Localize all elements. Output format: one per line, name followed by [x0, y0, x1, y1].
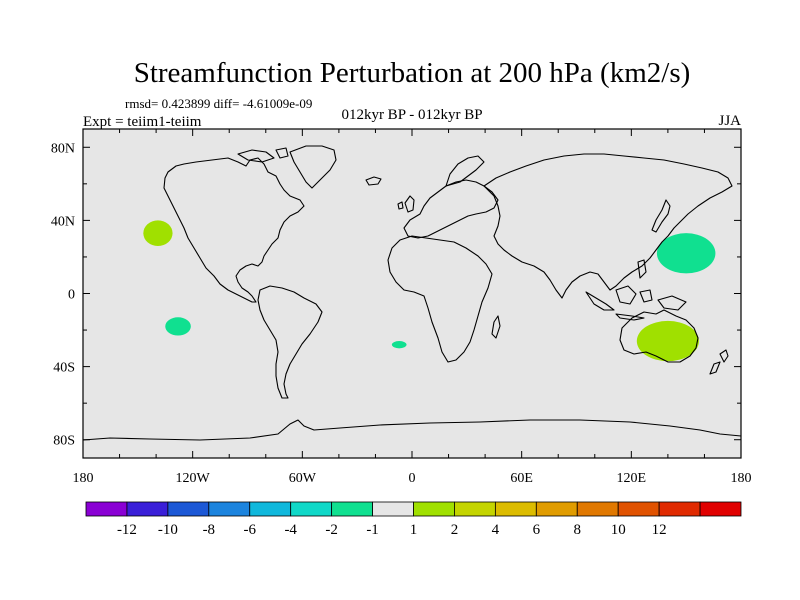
colorbar-label: -6 — [244, 522, 257, 538]
colorbar-swatch — [494, 501, 537, 517]
colorbar-label: -12 — [117, 522, 137, 538]
anomaly-south-atlantic-negative — [391, 341, 407, 349]
colorbar-label: -4 — [284, 522, 297, 538]
colorbar-label: 12 — [652, 522, 667, 538]
colorbar-swatch — [372, 501, 414, 517]
colorbar-swatch — [576, 501, 619, 517]
x-tick-label: 60E — [510, 471, 533, 486]
x-tick-label: 120W — [176, 471, 211, 486]
y-tick-label: 40N — [51, 214, 75, 229]
colorbar-label: 8 — [574, 522, 582, 538]
coastline-japan — [651, 199, 671, 233]
coastline-south-america — [257, 285, 323, 399]
colorbar-swatch — [413, 501, 455, 517]
colorbar-swatch — [167, 501, 210, 517]
coastline-asia — [483, 153, 733, 299]
figure-title: Streamfunction Perturbation at 200 hPa (… — [134, 57, 691, 89]
colorbar-label: -8 — [203, 522, 216, 538]
coastline-british-isles — [397, 195, 415, 213]
x-tick-label: 60W — [289, 471, 317, 486]
colorbar-swatch — [331, 501, 373, 517]
colorbar-swatch — [126, 501, 169, 517]
coastline-scandinavia — [445, 155, 485, 187]
x-tick-label: 180 — [731, 471, 752, 486]
x-tick-label: 0 — [409, 471, 416, 486]
y-tick-label: 40S — [53, 361, 75, 376]
colorbar-label: 1 — [410, 522, 418, 538]
x-tick-label: 180 — [73, 471, 94, 486]
colorbar-label: -1 — [366, 522, 379, 538]
colorbar-swatch — [249, 501, 292, 517]
colorbar-swatch — [208, 501, 251, 517]
stats-label: rmsd= 0.423899 diff= -4.61009e-09 — [125, 96, 312, 111]
colorbar: -12 -10 -8 -6 -4 -2 -1 1 2 4 6 8 10 12 — [85, 501, 742, 538]
colorbar-label: -10 — [158, 522, 178, 538]
colorbar-swatch — [290, 501, 333, 517]
colorbar-swatch — [658, 501, 701, 517]
coastline-maritime-continent — [585, 259, 687, 321]
coastline-europe — [403, 179, 499, 239]
map-background — [83, 129, 741, 458]
colorbar-swatch — [699, 501, 742, 517]
coastline-iceland — [365, 176, 382, 186]
y-tick-label: 80S — [53, 434, 75, 449]
axis-ticks: 180 120W 60W 0 60E 120E 180 80N 40N 0 40S 80S — [51, 129, 752, 486]
anomaly-northwest-pacific-negative — [656, 233, 716, 274]
x-tick-label: 120E — [617, 471, 647, 486]
anomaly-australia-positive — [636, 320, 699, 362]
colorbar-swatch — [454, 501, 496, 517]
anomaly-layer — [143, 220, 716, 362]
colorbar-swatch — [535, 501, 578, 517]
y-tick-label: 80N — [51, 141, 75, 156]
period-label: 012kyr BP - 012kyr BP — [341, 107, 482, 123]
coastline-antarctica — [82, 419, 742, 441]
anomaly-southeast-pacific-negative — [165, 317, 191, 336]
colorbar-label: 6 — [533, 522, 541, 538]
coastline-australia — [619, 309, 699, 363]
coastline-madagascar — [491, 315, 501, 339]
experiment-label: Expt = teiim1-teiim — [83, 114, 202, 130]
colorbar-label: -2 — [325, 522, 338, 538]
colorbar-label: 2 — [451, 522, 459, 538]
anomaly-northeast-pacific-positive — [143, 220, 173, 246]
coastline-arctic-islands — [237, 147, 289, 163]
coastline-greenland — [289, 145, 337, 189]
colorbar-swatch — [617, 501, 660, 517]
colorbar-label: 10 — [611, 522, 626, 538]
coastlines — [82, 145, 742, 441]
coastline-africa — [387, 235, 493, 363]
colorbar-swatch — [85, 501, 128, 517]
colorbar-label: 4 — [492, 522, 500, 538]
season-label: JJA — [718, 113, 741, 129]
coastline-new-zealand — [709, 349, 729, 375]
y-tick-label: 0 — [68, 288, 75, 303]
